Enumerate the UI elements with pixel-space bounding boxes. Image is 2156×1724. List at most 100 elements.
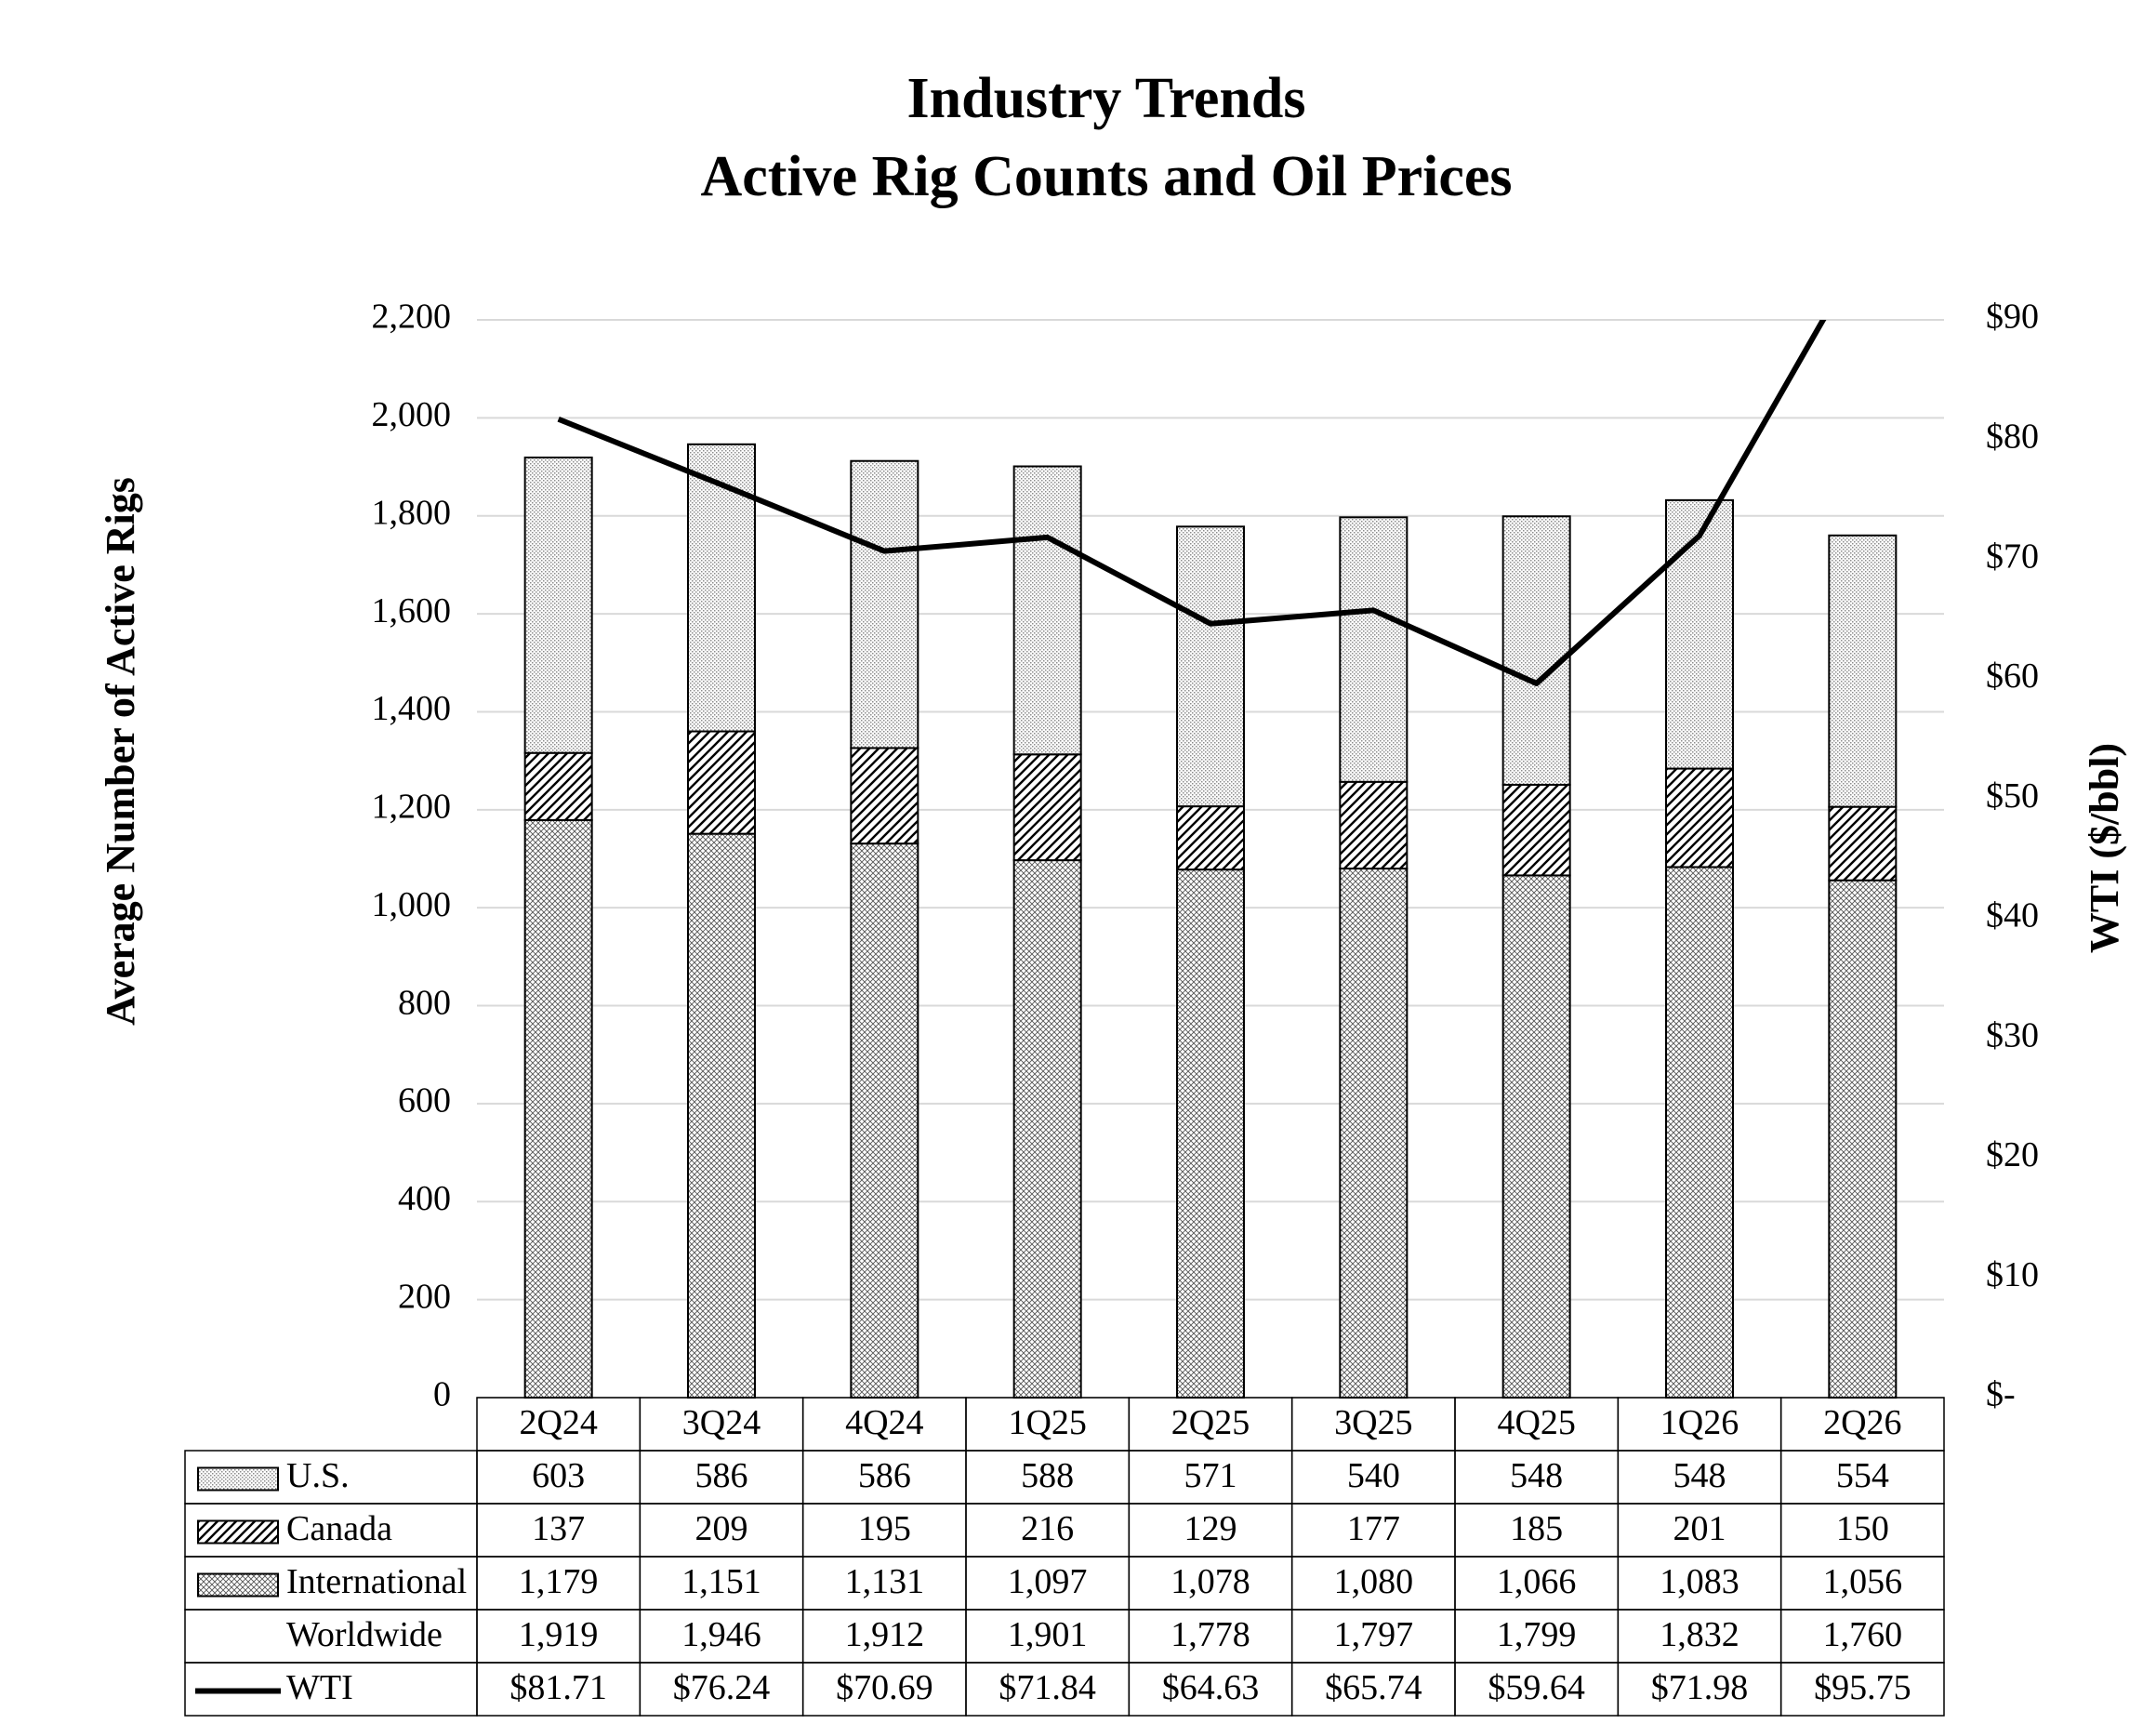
table-value: $95.75 [1814, 1668, 1911, 1707]
bar-segment [850, 842, 919, 1399]
table-value: 1,097 [1008, 1562, 1088, 1601]
bar-segment [523, 457, 593, 754]
table-value: 1,760 [1823, 1615, 1903, 1654]
y-tick-label: 800 [398, 983, 451, 1022]
table-value: 195 [858, 1509, 911, 1548]
table-value: 137 [532, 1509, 585, 1548]
line-layer [557, 320, 1827, 686]
y2-tick-label: $30 [1986, 1015, 2039, 1054]
table-value: 209 [695, 1509, 748, 1548]
bar-segment [1665, 767, 1734, 869]
bar-segment [1665, 498, 1734, 770]
y-tick-label: 400 [398, 1179, 451, 1218]
table-value: $65.74 [1325, 1668, 1422, 1707]
chart-title: Industry Trends [906, 67, 1305, 130]
table-value: 540 [1347, 1456, 1400, 1495]
y-tick-label: 2,200 [372, 298, 452, 337]
y-tick-label: 1,400 [372, 689, 452, 728]
table-value: 603 [532, 1456, 585, 1495]
bar-segment [1012, 859, 1082, 1399]
y-tick-label: 2,000 [372, 395, 452, 434]
y-tick-label: 1,800 [372, 493, 452, 532]
x-tick-label: 3Q25 [1334, 1403, 1412, 1442]
bar-segment [1176, 525, 1245, 808]
x-tick-label: 4Q24 [845, 1403, 923, 1442]
bar-segment [850, 459, 919, 749]
table-value: 586 [858, 1456, 911, 1495]
table-value: 1,083 [1660, 1562, 1739, 1601]
bar-segment [1828, 534, 1898, 808]
chart-title: Active Rig Counts and Oil Prices [700, 145, 1512, 208]
table-value: 1,946 [681, 1615, 761, 1654]
table-value: 150 [1836, 1509, 1889, 1548]
table-value: 1,179 [519, 1562, 599, 1601]
y2-tick-label: $10 [1986, 1255, 2039, 1294]
bar-segment [1339, 780, 1409, 870]
table-value: $59.64 [1488, 1668, 1585, 1707]
bar-segment [1176, 869, 1245, 1399]
bar-segment [687, 730, 756, 835]
y2-tick-label: $20 [1986, 1135, 2039, 1174]
bar-segment [1339, 516, 1409, 783]
table-value: 216 [1021, 1509, 1074, 1548]
y2-tick-label: $70 [1986, 537, 2039, 576]
table-value: 1,912 [845, 1615, 925, 1654]
y2-axis-title: WTI ($/bbl) [2082, 743, 2127, 953]
y2-tick-label: $90 [1986, 298, 2039, 337]
bar-segment [1012, 465, 1082, 756]
table-value: 571 [1184, 1456, 1237, 1495]
table-value: $70.69 [836, 1668, 933, 1707]
x-tick-label: 2Q25 [1171, 1403, 1250, 1442]
y2-tick-label: $80 [1986, 417, 2039, 456]
x-tick-label: 2Q26 [1823, 1403, 1901, 1442]
x-tick-label: 2Q24 [519, 1403, 597, 1442]
bar-segment [1501, 783, 1571, 877]
bar-segment [523, 818, 593, 1399]
y-axis-title: Average Number of Active Rigs [98, 477, 143, 1026]
legend-label: Worldwide [286, 1615, 443, 1654]
bar-segment [1012, 753, 1082, 862]
bar-segment [1339, 868, 1409, 1399]
table-value: $71.98 [1651, 1668, 1749, 1707]
table-value: 1,080 [1334, 1562, 1414, 1601]
table-value: 177 [1347, 1509, 1400, 1548]
table-value: $71.84 [999, 1668, 1096, 1707]
bar-segment [850, 747, 919, 845]
table-value: 1,078 [1171, 1562, 1250, 1601]
table-value: 1,056 [1823, 1562, 1903, 1601]
y2-tick-label: $60 [1986, 656, 2039, 696]
bar-segment [1176, 805, 1245, 871]
x-tick-label: 3Q24 [682, 1403, 761, 1442]
table-value: 586 [695, 1456, 748, 1495]
table-value: 129 [1184, 1509, 1237, 1548]
table-value: 185 [1510, 1509, 1563, 1548]
bar-segment [1828, 879, 1898, 1399]
table-value: 1,832 [1660, 1615, 1739, 1654]
legend-label: International [286, 1562, 467, 1601]
y-tick-label: 1,000 [372, 885, 452, 924]
table-value: $76.24 [673, 1668, 771, 1707]
bar-segment [1501, 874, 1571, 1399]
table-value: 1,901 [1008, 1615, 1088, 1654]
table-value: 201 [1673, 1509, 1726, 1548]
legend-swatch [197, 1519, 279, 1545]
table-value: 1,797 [1334, 1615, 1414, 1654]
legend-label: WTI [286, 1668, 353, 1707]
table-value: 1,151 [681, 1562, 761, 1601]
y-tick-label: 200 [398, 1277, 451, 1316]
y-tick-label: 600 [398, 1081, 451, 1121]
y-tick-label: 1,200 [372, 788, 452, 827]
x-tick-label: 1Q26 [1660, 1403, 1739, 1442]
bar-segment [687, 832, 756, 1399]
table-value: 1,066 [1497, 1562, 1577, 1601]
table-value: $81.71 [509, 1668, 607, 1707]
table-value: 1,799 [1497, 1615, 1577, 1654]
bar-segment [1828, 805, 1898, 882]
table-value: 554 [1836, 1456, 1889, 1495]
y-tick-label: 0 [433, 1375, 451, 1414]
legend-swatch [197, 1466, 279, 1492]
table-value: 588 [1021, 1456, 1074, 1495]
bar-segment [523, 751, 593, 821]
table-value: 548 [1673, 1456, 1726, 1495]
